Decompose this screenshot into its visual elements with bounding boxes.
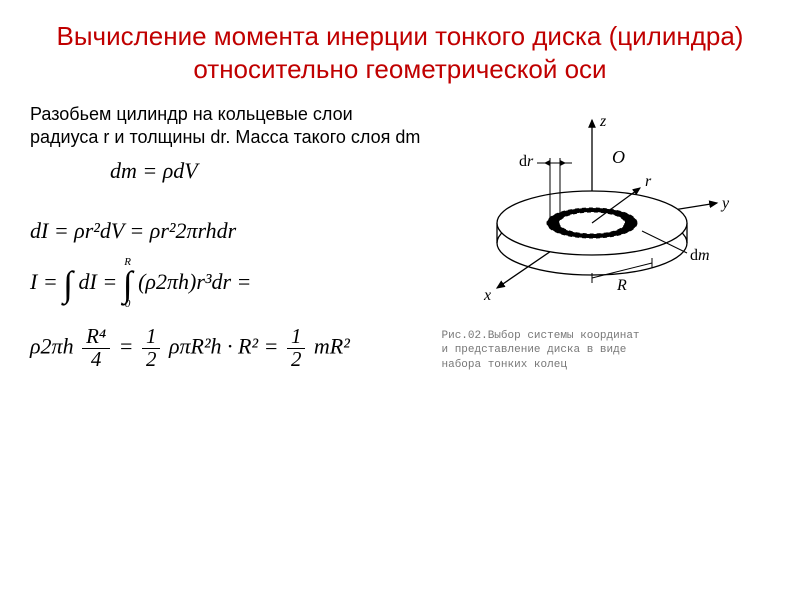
label-z: z — [599, 113, 607, 130]
para-line-2: радиуса r и толщины dr. Масса такого сло… — [30, 127, 420, 147]
page-title: Вычисление момента инерции тонкого диска… — [30, 20, 770, 85]
f3-mid1: dI = — [79, 269, 118, 294]
formula-integral: I = ∫ dI = R ∫ 0 (ρ2πh)r³dr = — [30, 258, 432, 310]
label-O: O — [612, 147, 625, 167]
formula-dI: dI = ρr²dV = ρr²2πrhdr — [30, 218, 432, 244]
frac3-den: 2 — [287, 349, 305, 371]
paragraph: Разобьем цилиндр на кольцевые слои радиу… — [30, 103, 432, 150]
label-dr: dr — [519, 153, 534, 170]
left-column: Разобьем цилиндр на кольцевые слои радиу… — [30, 103, 432, 377]
frac1-num: R⁴ — [82, 326, 110, 349]
formula-result: ρ2πh R⁴ 4 = 1 2 ρπR²h · R² = 1 2 mR² — [30, 326, 432, 371]
f4-pre: ρ2πh — [30, 333, 74, 358]
f4-mid: ρπR²h · R² = — [169, 333, 284, 358]
label-dm: dm — [690, 247, 710, 264]
label-r: r — [645, 173, 652, 190]
int2-lower: 0 — [125, 300, 131, 310]
label-y: y — [720, 195, 730, 212]
f3-lhs: I = — [30, 269, 58, 294]
frac3-num: 1 — [287, 326, 305, 349]
frac-1-2b: 1 2 — [287, 326, 305, 371]
frac2-num: 1 — [142, 326, 160, 349]
frac-R4-4: R⁴ 4 — [82, 326, 110, 371]
label-x: x — [483, 287, 491, 304]
formula-dm: dm = ρdV — [110, 158, 432, 184]
frac-1-2a: 1 2 — [142, 326, 160, 371]
frac1-den: 4 — [87, 349, 105, 371]
diagram-caption: Рис.02.Выбор системы координати представ… — [442, 329, 771, 372]
para-line-1: Разобьем цилиндр на кольцевые слои — [30, 104, 353, 124]
f4-eq1: = — [119, 333, 139, 358]
integral-2: R ∫ 0 — [123, 258, 133, 310]
label-R: R — [616, 277, 627, 294]
integral-1: ∫ — [63, 268, 73, 300]
f4-end: mR² — [314, 333, 350, 358]
f3-integrand: (ρ2πh)r³dr = — [138, 269, 251, 294]
content-row: Разобьем цилиндр на кольцевые слои радиу… — [30, 103, 770, 377]
disk-diagram: z y x O dr — [442, 108, 742, 318]
right-column: z y x O dr — [442, 103, 771, 377]
frac2-den: 2 — [142, 349, 160, 371]
